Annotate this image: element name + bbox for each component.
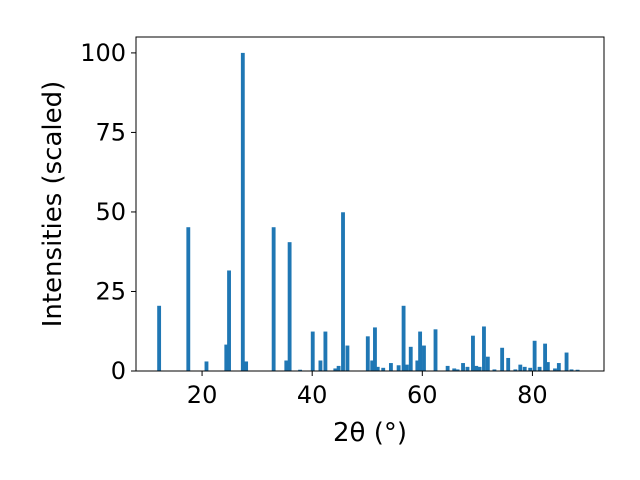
bar	[569, 369, 574, 371]
bar	[564, 352, 569, 371]
bar	[396, 365, 401, 371]
bar	[422, 345, 426, 371]
bar	[271, 227, 276, 371]
bar	[575, 369, 580, 371]
plot-frame	[135, 36, 605, 372]
bar	[465, 366, 470, 371]
bar	[365, 336, 370, 371]
bar	[485, 356, 490, 371]
x-tick-label: 40	[297, 381, 328, 409]
bar	[186, 227, 191, 371]
bar	[336, 365, 341, 371]
bar	[471, 335, 475, 371]
bar	[373, 327, 377, 371]
bar	[545, 362, 550, 371]
bar	[375, 366, 380, 371]
y-tick-label: 100	[80, 39, 126, 67]
bar	[532, 340, 537, 371]
y-tick-label: 0	[111, 357, 126, 385]
y-axis: 0 25 50 75 100	[80, 39, 136, 385]
bar	[461, 363, 465, 371]
bar	[389, 363, 393, 371]
bar	[500, 347, 505, 371]
bar	[310, 331, 315, 371]
bar	[445, 365, 450, 371]
bar	[333, 368, 338, 371]
x-tick-label: 20	[187, 381, 218, 409]
bars-group	[157, 52, 580, 372]
bar	[204, 361, 209, 371]
bar	[477, 366, 482, 371]
bar	[455, 369, 460, 371]
bar	[401, 305, 406, 371]
bar	[370, 360, 375, 371]
y-axis-label: Intensities (scaled)	[38, 81, 68, 328]
x-axis-label: 2θ (°)	[333, 418, 407, 448]
bar	[528, 367, 533, 371]
bar	[240, 52, 245, 372]
bar	[522, 366, 527, 371]
bar	[298, 369, 302, 371]
bar	[474, 365, 479, 371]
bar	[556, 363, 561, 371]
bar	[415, 360, 420, 371]
bar	[506, 357, 511, 371]
bar	[381, 367, 386, 371]
bar	[404, 364, 409, 371]
y-tick-label: 50	[95, 198, 126, 226]
y-tick-label: 25	[95, 277, 126, 305]
x-tick-label: 60	[407, 381, 438, 409]
bar	[518, 364, 523, 371]
bar	[513, 369, 518, 371]
bar	[224, 344, 229, 371]
bar	[537, 366, 542, 371]
bar	[157, 305, 162, 371]
bar	[318, 360, 323, 371]
y-tick-label: 75	[95, 118, 126, 146]
bar	[482, 326, 486, 371]
bar	[543, 343, 548, 371]
bar	[452, 368, 457, 371]
bar	[553, 368, 557, 371]
x-axis: 20 40 60 80	[187, 371, 548, 409]
bar	[418, 331, 423, 371]
bar	[433, 329, 438, 371]
bar	[323, 331, 328, 371]
x-tick-label: 80	[517, 381, 548, 409]
bar	[227, 270, 231, 371]
bar	[287, 242, 292, 371]
bar	[408, 346, 413, 371]
bar	[341, 212, 345, 371]
bar	[345, 345, 350, 371]
bar	[244, 361, 249, 371]
bar	[492, 369, 497, 371]
bar	[284, 360, 289, 371]
